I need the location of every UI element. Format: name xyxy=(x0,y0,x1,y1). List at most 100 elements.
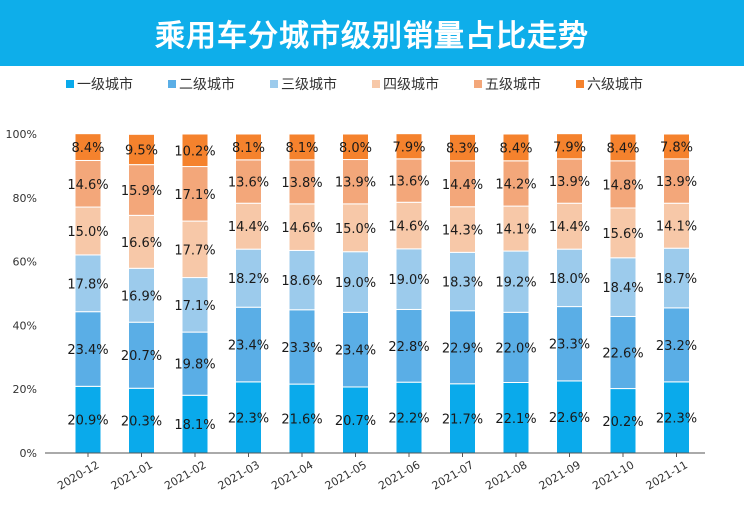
chart-title: 乘用车分城市级别销量占比走势 xyxy=(155,19,589,54)
data-label: 13.8% xyxy=(281,176,322,191)
x-tick-label: 2021-09 xyxy=(537,458,583,492)
data-label: 18.7% xyxy=(656,272,697,287)
data-label: 14.4% xyxy=(549,220,590,235)
data-label: 22.3% xyxy=(228,411,269,426)
bar-segment xyxy=(663,202,690,249)
x-tick-label: 2021-04 xyxy=(269,458,315,492)
data-label: 8.1% xyxy=(285,141,318,156)
data-label: 22.2% xyxy=(388,412,429,427)
x-tick-label: 2021-03 xyxy=(216,458,262,492)
data-label: 14.8% xyxy=(602,178,643,193)
legend-item: 六级城市 xyxy=(576,72,678,96)
bar-segment xyxy=(342,203,369,253)
bar-segment xyxy=(235,133,262,161)
bar-segment xyxy=(556,133,583,160)
data-label: 14.6% xyxy=(67,178,108,193)
y-tick-label: 0% xyxy=(20,447,37,460)
data-label: 22.6% xyxy=(602,347,643,362)
bar-segment xyxy=(449,310,476,385)
bar-segment xyxy=(128,164,155,216)
data-label: 17.1% xyxy=(174,188,215,203)
bar-segment xyxy=(181,331,209,396)
legend-swatch xyxy=(576,80,584,88)
data-label: 21.7% xyxy=(442,412,483,427)
bar-segment xyxy=(235,202,262,250)
bar-segment xyxy=(288,203,316,251)
x-tick-label: 2021-06 xyxy=(376,458,422,492)
y-tick-label: 20% xyxy=(13,383,37,396)
data-label: 14.3% xyxy=(442,224,483,239)
data-label: 10.2% xyxy=(174,144,215,159)
bar-segment xyxy=(449,160,476,208)
data-label: 13.9% xyxy=(549,175,590,190)
data-label: 13.9% xyxy=(656,175,697,190)
bar-segment xyxy=(128,133,155,166)
data-label: 22.1% xyxy=(495,412,536,427)
legend-swatch xyxy=(372,80,380,88)
bar-segment xyxy=(181,394,209,454)
bar-segment xyxy=(181,220,209,279)
data-label: 18.1% xyxy=(174,418,215,433)
data-label: 15.0% xyxy=(67,225,108,240)
data-label: 18.6% xyxy=(281,274,322,289)
bar-segment xyxy=(663,247,690,309)
bar-segment xyxy=(609,160,637,209)
bar-segment xyxy=(502,382,530,454)
bar-segment xyxy=(342,159,369,205)
data-label: 23.4% xyxy=(228,339,269,354)
data-label: 16.6% xyxy=(121,236,162,251)
bar-segment xyxy=(74,133,102,161)
bar-segment xyxy=(449,251,476,312)
data-label: 7.9% xyxy=(553,140,586,155)
x-tick-label: 2020-12 xyxy=(55,458,101,492)
legend-item: 四级城市 xyxy=(372,72,474,96)
legend-swatch xyxy=(474,80,482,88)
data-label: 14.4% xyxy=(228,220,269,235)
legend-item: 五级城市 xyxy=(474,72,576,96)
bar-segment xyxy=(449,206,476,253)
bar-segment xyxy=(395,248,423,310)
data-label: 20.9% xyxy=(67,414,108,429)
data-label: 14.6% xyxy=(388,220,429,235)
bar-segment xyxy=(502,205,530,252)
data-label: 22.9% xyxy=(442,341,483,356)
data-label: 22.0% xyxy=(495,341,536,356)
bar-segment xyxy=(181,133,209,168)
legend-swatch xyxy=(168,80,176,88)
bar-segment xyxy=(235,306,262,383)
bar-segment xyxy=(74,311,102,387)
data-label: 18.3% xyxy=(442,276,483,291)
bar-segment xyxy=(288,309,316,385)
legend-swatch xyxy=(66,80,74,88)
data-label: 13.9% xyxy=(335,176,376,191)
data-label: 19.2% xyxy=(495,276,536,291)
bar-segment xyxy=(609,133,637,162)
legend-swatch xyxy=(270,80,278,88)
data-label: 18.2% xyxy=(228,272,269,287)
x-tick-label: 2021-02 xyxy=(162,458,208,492)
x-tick-label: 2021-01 xyxy=(109,458,155,492)
bar-segment xyxy=(74,206,102,256)
data-label: 16.9% xyxy=(121,289,162,304)
data-label: 23.3% xyxy=(549,338,590,353)
stacked-bar-chart: 0% 20% 40% 60% 80% 100% 20.9% 23.4% 17.8% 15.0% 14… xyxy=(6,128,705,493)
data-label: 8.4% xyxy=(71,141,104,156)
data-label: 22.3% xyxy=(656,411,697,426)
data-label: 14.1% xyxy=(656,220,697,235)
data-label: 15.9% xyxy=(121,184,162,199)
bar-segment xyxy=(235,381,262,454)
data-label: 7.9% xyxy=(392,140,425,155)
bar-segment xyxy=(395,381,423,454)
data-label: 15.6% xyxy=(602,227,643,242)
data-label: 20.7% xyxy=(121,349,162,364)
bar-segment xyxy=(342,386,369,454)
bar-segment xyxy=(556,158,583,204)
bar-segment xyxy=(663,307,690,383)
data-label: 20.7% xyxy=(335,414,376,429)
bar-segment xyxy=(342,311,369,388)
data-label: 9.5% xyxy=(125,143,158,158)
y-tick-label: 60% xyxy=(13,256,37,269)
bar-segment xyxy=(449,383,476,454)
bar-segment xyxy=(609,388,637,454)
data-label: 15.0% xyxy=(335,222,376,237)
